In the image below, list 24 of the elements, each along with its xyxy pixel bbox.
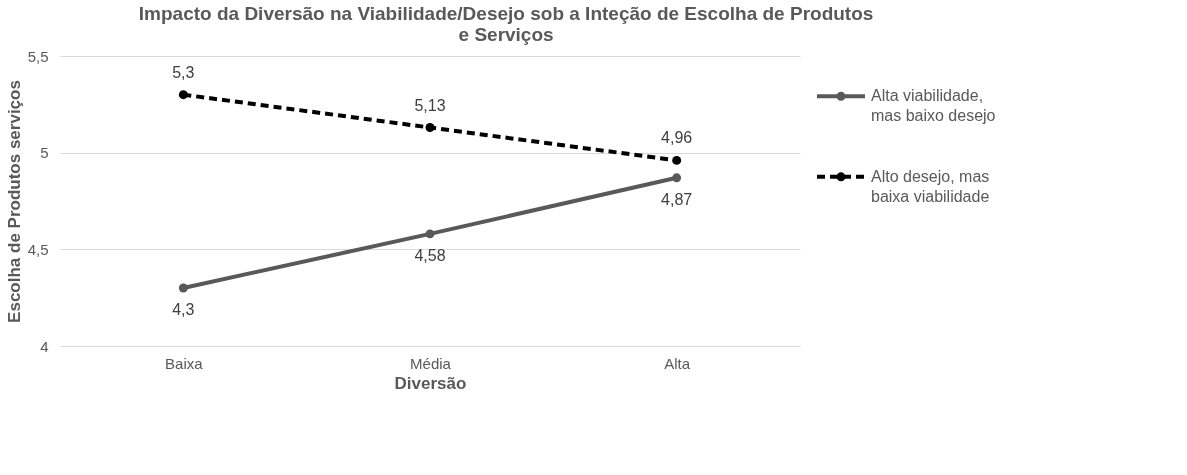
- point: [425, 229, 435, 239]
- x-tick-label: Média: [410, 354, 452, 372]
- y-tick-label: 5,5: [27, 47, 49, 65]
- point: [178, 283, 188, 293]
- x-tick-label: Alta: [664, 354, 691, 372]
- data-label: 5,3: [172, 63, 195, 81]
- y-axis-title: Escolha de Produtos serviços: [4, 80, 24, 323]
- data-label: 4,87: [661, 190, 693, 208]
- point: [178, 90, 188, 100]
- y-tick-label: 5: [40, 144, 49, 162]
- data-label: 5,13: [414, 96, 446, 114]
- point: [672, 155, 682, 165]
- y-tick-label: 4: [40, 337, 49, 355]
- data-label: 4,3: [172, 301, 195, 318]
- y-tick-label: 4,5: [27, 240, 49, 258]
- data-label: 4,58: [414, 246, 446, 264]
- x-axis-title: Diversão: [394, 373, 467, 393]
- legend-label: Alta viabilidade, mas baixo desejo: [871, 87, 996, 125]
- point: [672, 173, 682, 183]
- x-tick-label: Baixa: [165, 354, 204, 372]
- chart-title: Impacto da Diversão na Viabilidade/Desejo sob a Inteção de Escolha de Produtos e Serviços: [138, 3, 874, 45]
- legend-label: Alto desejo, mas baixa viabilidade: [871, 167, 990, 205]
- data-label: 4,96: [661, 129, 693, 147]
- point: [425, 123, 435, 132]
